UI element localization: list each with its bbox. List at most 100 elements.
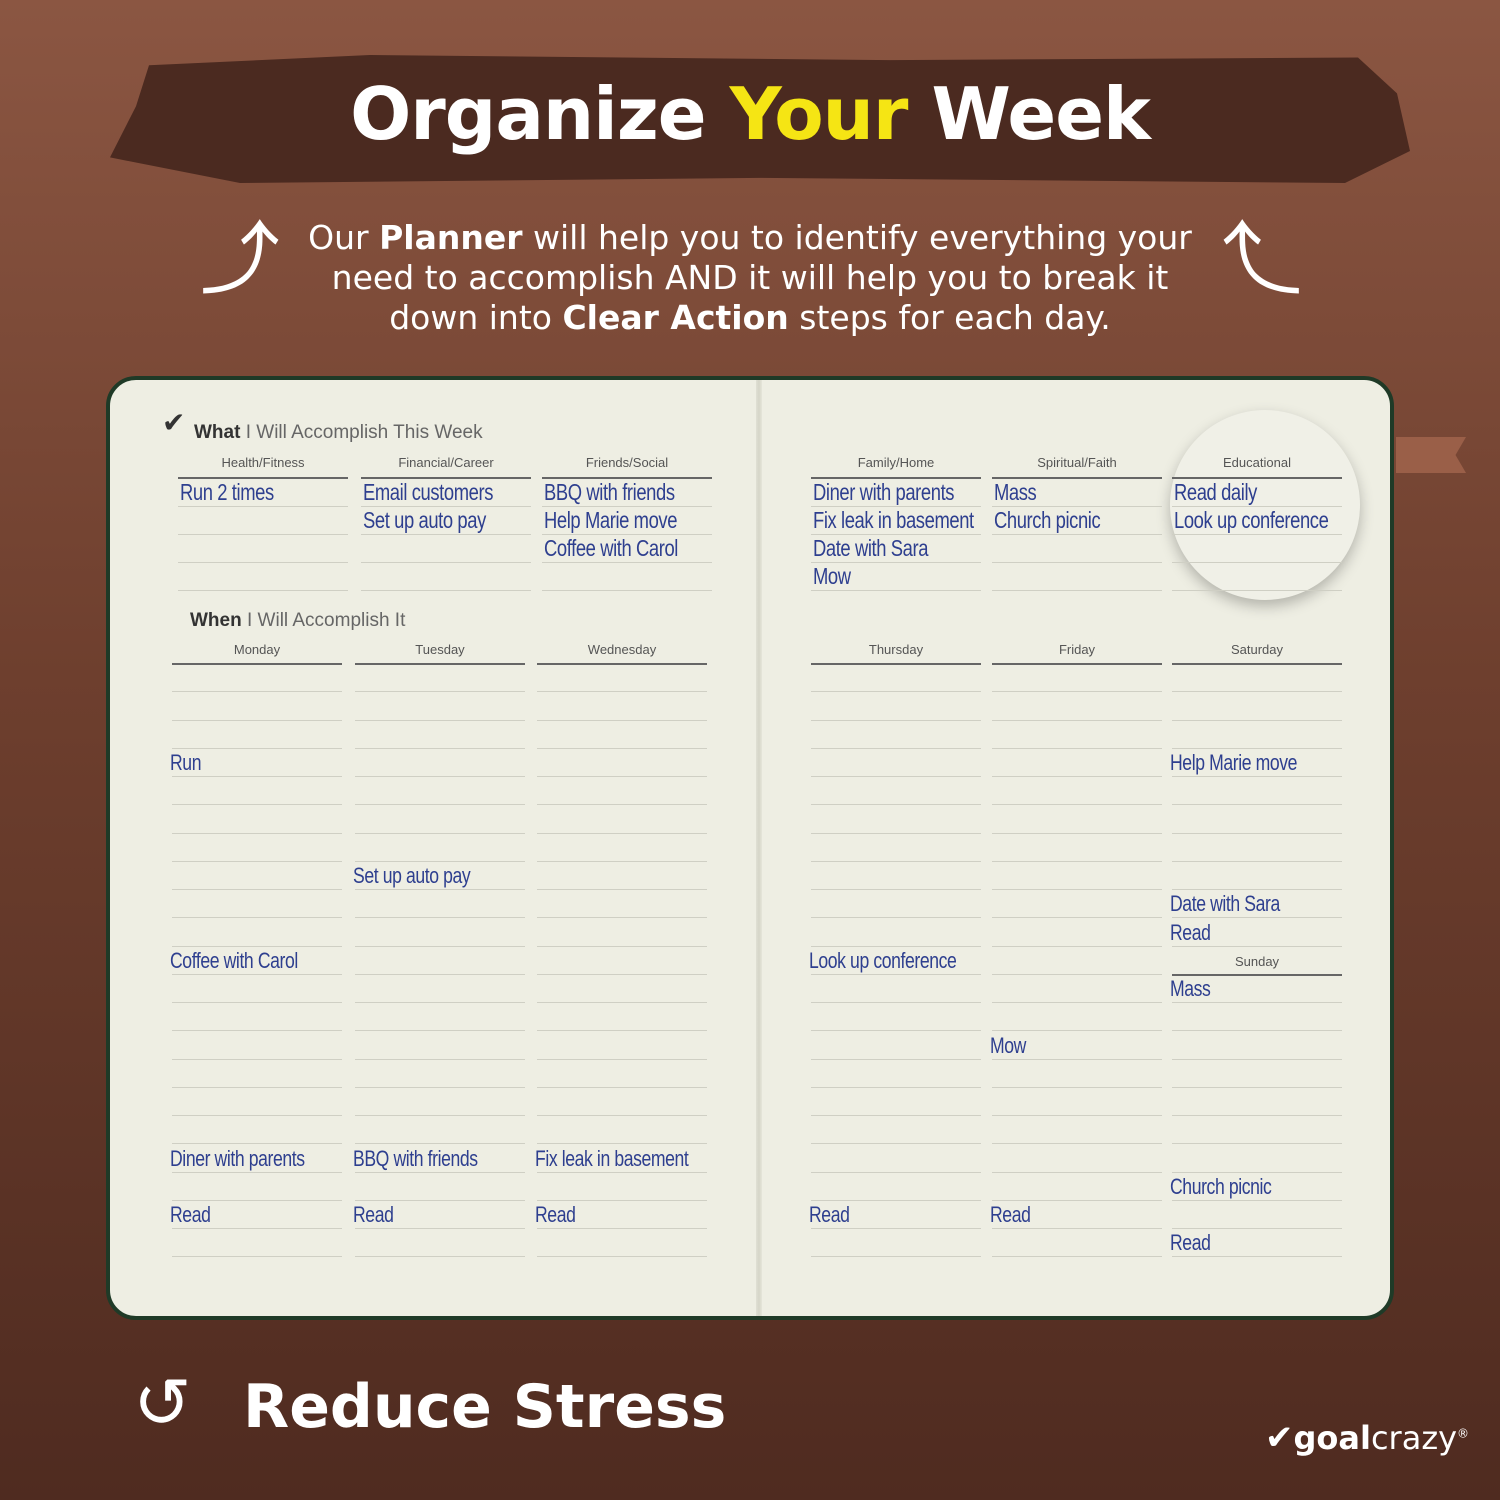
writing-line xyxy=(542,590,712,591)
writing-line xyxy=(178,506,348,507)
category-entry: Date with Sara xyxy=(813,535,929,561)
day-entry: Diner with parents xyxy=(170,1145,305,1171)
writing-line xyxy=(537,776,707,777)
category-entry: Fix leak in basement xyxy=(813,507,974,533)
writing-line xyxy=(992,1256,1162,1258)
writing-line xyxy=(537,1228,707,1229)
writing-line xyxy=(811,747,981,749)
writing-line xyxy=(992,860,1162,862)
day-entry: Read xyxy=(1170,919,1211,945)
day-entry: Date with Sara xyxy=(1170,891,1280,917)
writing-line xyxy=(355,945,525,947)
day-entry: Read xyxy=(990,1202,1031,1227)
writing-line xyxy=(992,945,1162,947)
day-label: Wednesday xyxy=(587,642,657,657)
writing-line xyxy=(537,1058,707,1060)
writing-line xyxy=(811,691,981,693)
curly-arrow-right-icon: ⤴ xyxy=(1222,213,1302,306)
day-underline xyxy=(811,663,981,665)
day-entry: BBQ with friends xyxy=(353,1145,478,1171)
writing-line xyxy=(992,889,1162,890)
day-entry: Read xyxy=(170,1202,211,1227)
category-underline xyxy=(992,477,1162,479)
writing-line xyxy=(355,1143,525,1145)
category-underline xyxy=(361,477,531,479)
bookmark-ribbon xyxy=(1396,437,1466,473)
writing-line xyxy=(992,506,1162,507)
writing-line xyxy=(1172,1199,1342,1201)
writing-line xyxy=(1172,506,1342,507)
writing-line xyxy=(537,1115,707,1116)
curly-arrow-up-icon: ↺ xyxy=(133,1362,192,1444)
writing-line xyxy=(1172,804,1342,806)
writing-line xyxy=(811,973,981,975)
writing-line xyxy=(537,917,707,919)
writing-line xyxy=(537,691,707,693)
writing-line xyxy=(811,719,981,721)
writing-line xyxy=(992,534,1162,535)
writing-line xyxy=(172,1058,342,1060)
writing-line xyxy=(1172,1171,1342,1173)
writing-line xyxy=(992,1115,1162,1116)
writing-line xyxy=(1172,776,1342,777)
day-label: Saturday xyxy=(1230,642,1284,657)
day-entry: Set up auto pay xyxy=(353,863,471,888)
day-underline xyxy=(1172,973,1342,976)
planner-spine xyxy=(756,380,762,1316)
day-entry: Run xyxy=(170,750,202,775)
writing-line xyxy=(1172,917,1342,919)
writing-line xyxy=(355,1086,525,1088)
writing-line xyxy=(355,1058,525,1060)
reduce-stress-tagline: ↺ Reduce Stress xyxy=(133,1362,727,1444)
category-label: Spiritual/Faith xyxy=(1037,455,1117,470)
writing-line xyxy=(537,860,707,862)
writing-line xyxy=(537,1030,707,1032)
writing-line xyxy=(361,562,531,563)
category-label: Family/Home xyxy=(857,455,935,470)
writing-line xyxy=(355,747,525,749)
writing-line xyxy=(172,747,342,749)
category-label: Health/Fitness xyxy=(221,455,305,470)
when-heading: When I Will Accomplish It xyxy=(190,610,406,631)
writing-line xyxy=(537,945,707,947)
writing-line xyxy=(811,804,981,806)
writing-line xyxy=(172,1199,342,1201)
category-underline xyxy=(811,477,981,479)
magnifier-highlight xyxy=(1170,410,1360,600)
writing-line xyxy=(361,590,531,591)
writing-line xyxy=(811,945,981,947)
writing-line xyxy=(172,1030,342,1032)
writing-line xyxy=(355,917,525,919)
writing-line xyxy=(172,973,342,975)
category-entry: Mass xyxy=(994,479,1037,505)
category-entry: Look up conference xyxy=(1174,507,1329,533)
writing-line xyxy=(811,1058,981,1060)
writing-line xyxy=(992,747,1162,749)
day-entry: Coffee with Carol xyxy=(170,947,298,973)
writing-line xyxy=(811,506,981,507)
category-entry: Read daily xyxy=(1174,479,1257,505)
writing-line xyxy=(811,1256,981,1258)
writing-line xyxy=(992,1030,1162,1032)
writing-line xyxy=(992,1143,1162,1145)
writing-line xyxy=(811,1002,981,1003)
writing-line xyxy=(537,747,707,749)
writing-line xyxy=(172,776,342,777)
writing-line xyxy=(355,691,525,693)
day-entry: Mass xyxy=(1170,976,1211,1001)
writing-line xyxy=(172,1256,342,1258)
goalcrazy-logo: ✔goalcrazy® xyxy=(1265,1418,1470,1458)
writing-line xyxy=(355,860,525,862)
writing-line xyxy=(537,1171,707,1173)
writing-line xyxy=(1172,1228,1342,1229)
writing-line xyxy=(361,506,531,507)
writing-line xyxy=(992,973,1162,975)
writing-line xyxy=(172,917,342,919)
writing-line xyxy=(178,534,348,535)
what-heading: ✔ What I Will Accomplish This Week xyxy=(162,407,483,443)
writing-line xyxy=(355,1115,525,1116)
writing-line xyxy=(992,917,1162,919)
writing-line xyxy=(537,1256,707,1258)
writing-line xyxy=(992,804,1162,806)
writing-line xyxy=(811,776,981,777)
